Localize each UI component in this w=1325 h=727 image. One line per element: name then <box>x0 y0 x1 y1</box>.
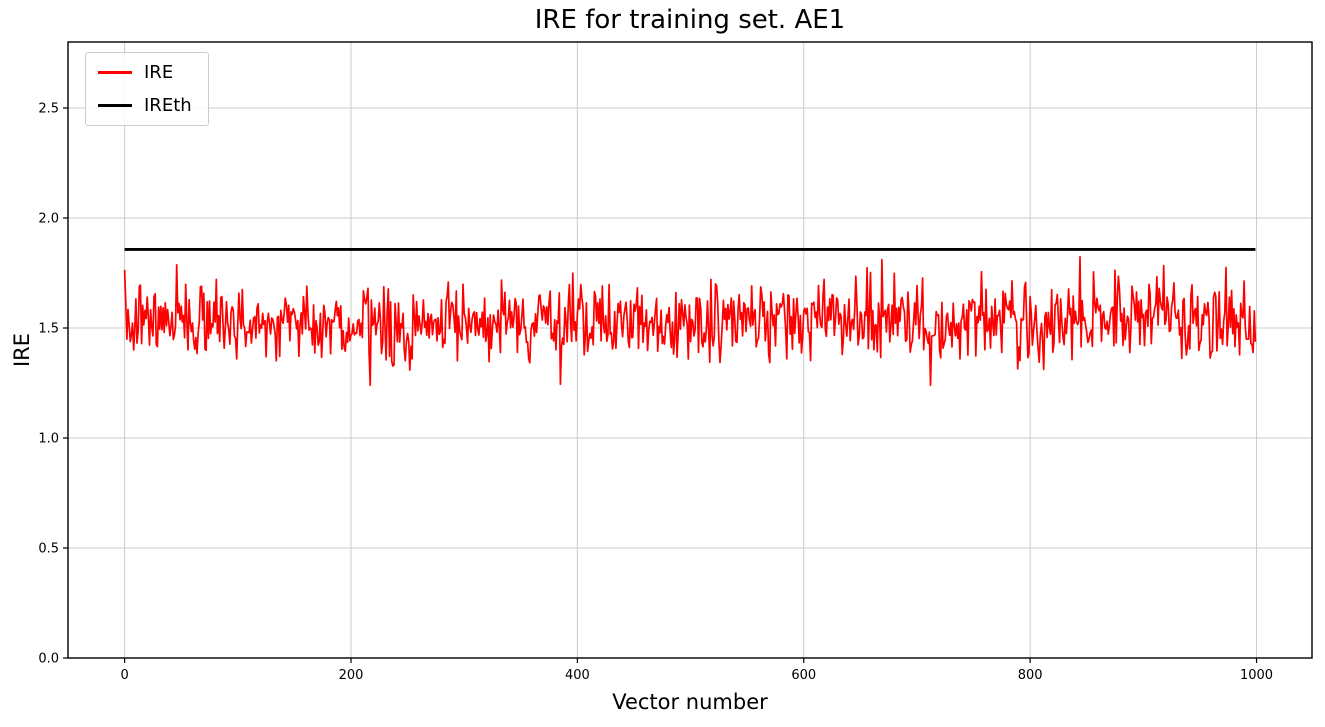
y-tick-label: 1.0 <box>38 432 59 447</box>
legend-label-ire: IRE <box>144 62 174 83</box>
x-tick-label: 200 <box>339 668 364 683</box>
y-tick-label: 0.5 <box>38 542 59 557</box>
x-tick-label: 400 <box>565 668 590 683</box>
legend-item-ire: IRE <box>98 62 192 83</box>
legend: IRE IREth <box>85 52 209 126</box>
legend-item-ireth: IREth <box>98 95 192 116</box>
y-tick-label: 1.5 <box>38 322 59 337</box>
y-tick-label: 0.0 <box>38 652 59 667</box>
x-tick-label: 1000 <box>1240 668 1273 683</box>
x-axis-label: Vector number <box>612 690 768 714</box>
chart-title: IRE for training set. AE1 <box>534 5 846 35</box>
y-tick-label: 2.5 <box>38 102 59 117</box>
x-tick-label: 800 <box>1018 668 1043 683</box>
y-tick-label: 2.0 <box>38 212 59 227</box>
legend-label-ireth: IREth <box>144 95 192 116</box>
x-tick-label: 0 <box>120 668 128 683</box>
ireth-line-swatch-icon <box>98 104 132 107</box>
x-tick-label: 600 <box>791 668 816 683</box>
ire-line-swatch-icon <box>98 71 132 74</box>
